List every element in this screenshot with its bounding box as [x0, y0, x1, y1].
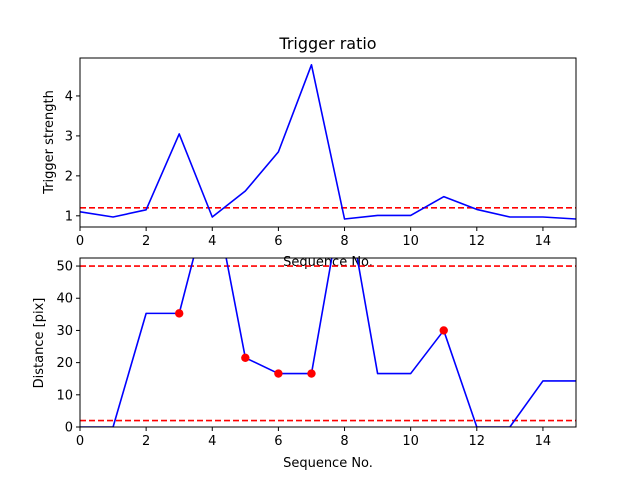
axes-frame — [79, 257, 577, 428]
plot-area — [80, 63, 576, 220]
y-tick-label: 10 — [56, 388, 73, 403]
y-tick-label: 1 — [65, 209, 73, 224]
x-axis-label: Sequence No. — [283, 456, 373, 471]
y-tick-label: 2 — [65, 169, 73, 184]
x-tick-label: 10 — [402, 434, 419, 449]
x-tick-label: 4 — [208, 434, 216, 449]
y-tick-label: 20 — [56, 356, 73, 371]
plot-area — [80, 258, 576, 427]
x-tick-label: 12 — [469, 234, 486, 249]
series-line — [80, 63, 576, 220]
series-line — [80, 258, 576, 427]
x-tick-label: 2 — [142, 434, 150, 449]
data-point-marker — [439, 326, 448, 335]
x-tick-label: 6 — [274, 434, 282, 449]
x-tick-label: 0 — [76, 434, 84, 449]
data-point-marker — [175, 309, 184, 318]
data-point-marker — [307, 369, 316, 378]
x-tick-label: 2 — [142, 234, 150, 249]
y-tick-label: 3 — [65, 129, 73, 144]
chart-title: Trigger ratio — [278, 34, 376, 53]
y-tick-label: 4 — [65, 89, 73, 104]
axes-frame — [79, 57, 577, 228]
x-tick-label: 4 — [208, 234, 216, 249]
x-tick-label: 6 — [274, 234, 282, 249]
y-axis-label: Trigger strength — [42, 90, 57, 195]
y-tick-label: 40 — [56, 292, 73, 307]
x-tick-label: 14 — [535, 234, 552, 249]
x-tick-label: 10 — [402, 234, 419, 249]
y-tick-label: 0 — [65, 421, 73, 436]
data-point-marker — [274, 369, 283, 378]
data-point-marker — [241, 353, 250, 362]
axis-ticks: 0 2 4 6 8 10 12 14 0 10 20 30 40 50 — [56, 260, 551, 449]
x-tick-label: 8 — [340, 234, 348, 249]
y-axis-label: Distance [pix] — [32, 298, 47, 389]
x-tick-label: 12 — [469, 434, 486, 449]
x-tick-label: 8 — [340, 434, 348, 449]
y-tick-label: 50 — [56, 260, 73, 275]
distance-plot: Distance [pix] Sequence No. 0 2 4 6 8 10 12 140… — [32, 257, 577, 471]
x-tick-label: 0 — [76, 234, 84, 249]
x-tick-label: 14 — [535, 434, 552, 449]
trigger-ratio-plot: Trigger ratio Trigger strength Sequence … — [42, 34, 577, 270]
y-tick-label: 30 — [56, 324, 73, 339]
